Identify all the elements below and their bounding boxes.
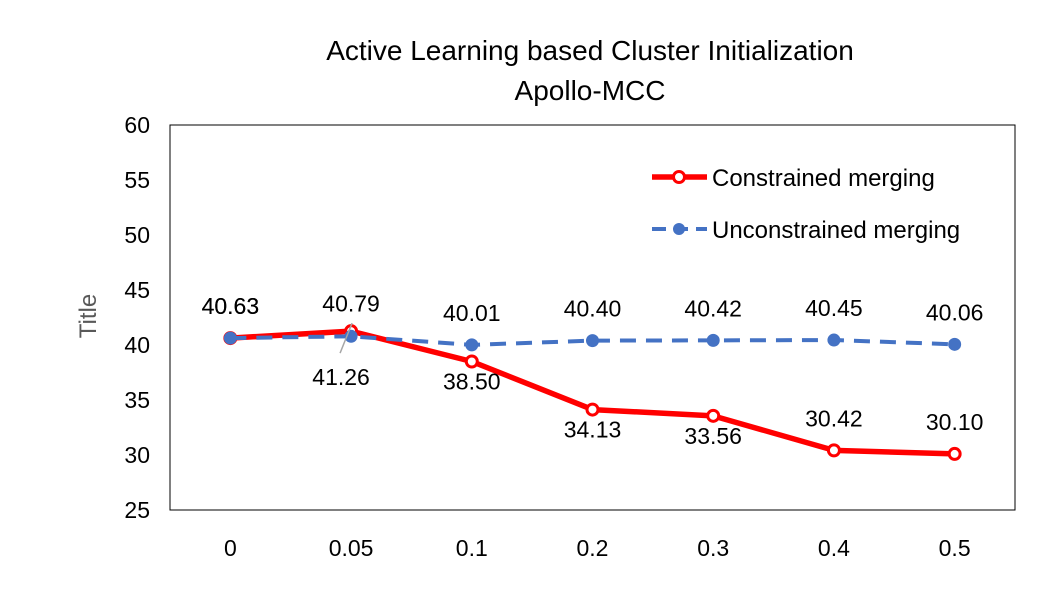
chart-title: Active Learning based Cluster Initializa… (326, 35, 854, 66)
constrained-data-label: 34.13 (564, 417, 622, 443)
constrained-data-label: 30.10 (926, 409, 984, 435)
plot-area (169, 124, 1016, 511)
series-layer (223, 324, 962, 461)
constrained-point (947, 446, 962, 461)
label-leader-line (339, 322, 353, 354)
constrained-data-label: 40.63 (202, 293, 260, 319)
constrained-data-label: 38.50 (443, 369, 501, 395)
constrained-point (585, 402, 600, 417)
x-tick-label: 0.4 (818, 535, 850, 561)
unconstrained-data-label: 40.01 (443, 300, 501, 326)
y-tick-label: 30 (124, 442, 150, 468)
legend: Constrained merging Unconstrained merging (652, 165, 960, 244)
x-tick-label: 0.5 (939, 535, 971, 561)
x-tick-label: 0.1 (456, 535, 488, 561)
chart-subtitle: Apollo-MCC (515, 75, 666, 106)
constrained-point (464, 354, 479, 369)
x-axis-ticks: 0 0.05 0.1 0.2 0.3 0.4 0.5 (224, 535, 971, 561)
unconstrained-data-label: 40.63 (202, 293, 260, 319)
x-tick-label: 0 (224, 535, 237, 561)
y-axis-ticks: 25 30 35 40 45 50 55 60 (124, 112, 150, 523)
unconstrained-point (827, 333, 841, 347)
data-label-layer: 40.63 40.79 40.01 40.40 40.42 40.45 40.0640.63… (202, 290, 984, 449)
y-tick-label: 45 (124, 277, 150, 303)
unconstrained-data-label: 40.79 (322, 290, 380, 316)
unconstrained-data-label: 40.45 (805, 295, 863, 321)
legend-label: Constrained merging (712, 165, 935, 192)
unconstrained-point (586, 334, 599, 348)
unconstrained-data-label: 40.06 (926, 299, 984, 325)
constrained-point (826, 443, 841, 458)
legend-marker (672, 170, 686, 184)
x-tick-label: 0.3 (697, 535, 729, 561)
y-tick-label: 35 (124, 387, 150, 413)
y-axis-label: Title (75, 294, 102, 338)
unconstrained-point (706, 333, 720, 347)
y-tick-label: 60 (124, 112, 150, 138)
constrained-data-label: 41.26 (312, 364, 370, 390)
unconstrained-point (465, 338, 479, 352)
unconstrained-data-label: 40.40 (564, 296, 622, 322)
legend-marker (673, 223, 685, 235)
x-tick-label: 0.05 (329, 535, 374, 561)
y-tick-label: 55 (124, 167, 150, 193)
unconstrained-point (948, 337, 962, 351)
constrained-point (706, 408, 721, 423)
x-tick-label: 0.2 (577, 535, 609, 561)
constrained-data-label: 30.42 (805, 405, 863, 431)
constrained-data-label: 33.56 (684, 423, 742, 449)
y-tick-label: 40 (124, 332, 150, 358)
y-tick-label: 50 (124, 222, 150, 248)
unconstrained-data-label: 40.42 (684, 295, 742, 321)
legend-label: Unconstrained merging (712, 217, 960, 244)
y-tick-label: 25 (124, 497, 150, 523)
unconstrained-point (223, 331, 237, 345)
